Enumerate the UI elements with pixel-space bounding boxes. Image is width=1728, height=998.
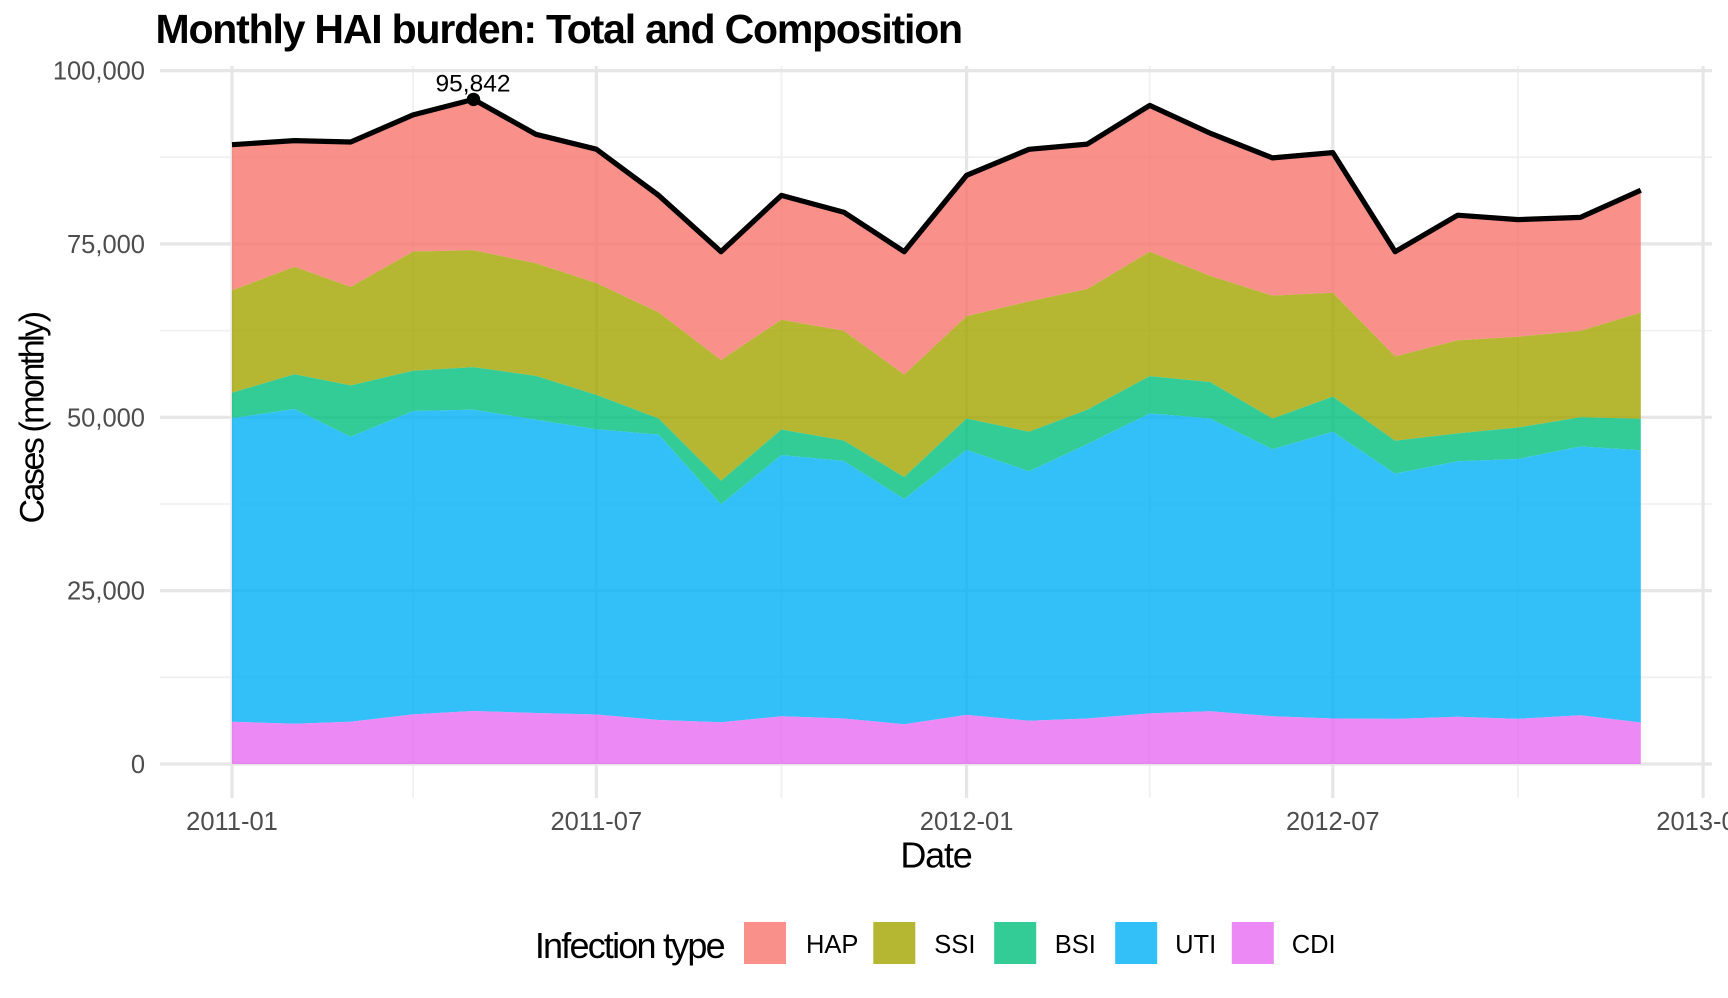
svg-text:2013-01: 2013-01 — [1656, 808, 1728, 836]
svg-text:SSI: SSI — [934, 931, 975, 959]
svg-text:50,000: 50,000 — [67, 404, 145, 432]
svg-text:UTI: UTI — [1175, 931, 1216, 959]
svg-text:2011-01: 2011-01 — [186, 808, 278, 836]
svg-text:Infection type: Infection type — [535, 925, 725, 966]
svg-text:100,000: 100,000 — [53, 58, 145, 86]
svg-text:BSI: BSI — [1055, 931, 1096, 959]
svg-text:2011-07: 2011-07 — [550, 808, 642, 836]
svg-text:Date: Date — [900, 835, 971, 876]
svg-text:CDI: CDI — [1292, 931, 1336, 959]
svg-text:2012-01: 2012-01 — [920, 808, 1014, 836]
svg-text:0: 0 — [131, 751, 145, 779]
svg-text:75,000: 75,000 — [67, 231, 145, 259]
svg-text:Monthly HAI burden: Total and: Monthly HAI burden: Total and Compositio… — [156, 6, 962, 52]
svg-text:25,000: 25,000 — [67, 578, 145, 606]
svg-text:Cases (monthly): Cases (monthly) — [14, 312, 52, 523]
svg-text:95,842: 95,842 — [436, 71, 511, 98]
svg-text:2012-07: 2012-07 — [1286, 808, 1380, 836]
svg-text:HAP: HAP — [806, 931, 858, 959]
